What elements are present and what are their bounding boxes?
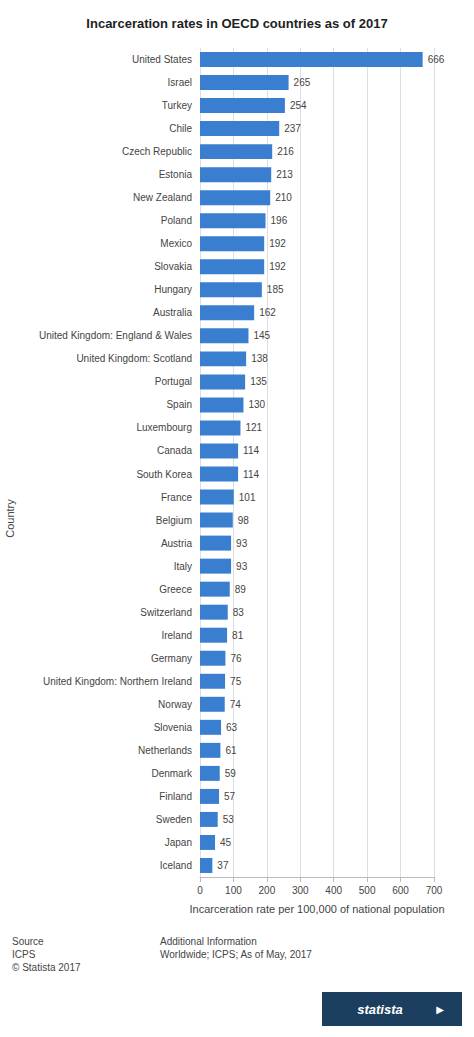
svg-text:76: 76: [230, 653, 242, 664]
svg-text:ICPS: ICPS: [12, 949, 36, 960]
svg-text:162: 162: [259, 307, 276, 318]
svg-text:237: 237: [284, 123, 301, 134]
svg-text:121: 121: [245, 422, 262, 433]
svg-text:Israel: Israel: [168, 77, 192, 88]
svg-text:400: 400: [325, 885, 342, 896]
svg-text:Estonia: Estonia: [159, 169, 193, 180]
svg-text:145: 145: [253, 330, 270, 341]
svg-text:114: 114: [243, 469, 259, 480]
svg-text:Ireland: Ireland: [161, 630, 192, 641]
svg-text:213: 213: [276, 169, 293, 180]
svg-text:statista: statista: [357, 1002, 403, 1017]
svg-text:37: 37: [217, 860, 229, 871]
svg-text:700: 700: [426, 885, 443, 896]
svg-text:53: 53: [223, 814, 235, 825]
svg-text:83: 83: [233, 607, 245, 618]
svg-text:57: 57: [224, 791, 236, 802]
svg-text:Germany: Germany: [151, 653, 192, 664]
svg-text:130: 130: [248, 399, 265, 410]
svg-text:Portugal: Portugal: [155, 376, 192, 387]
svg-text:Sweden: Sweden: [156, 814, 192, 825]
svg-text:Hungary: Hungary: [154, 284, 192, 295]
svg-text:114: 114: [243, 445, 259, 456]
svg-text:Finland: Finland: [159, 791, 192, 802]
svg-text:100: 100: [225, 885, 242, 896]
svg-text:Australia: Australia: [153, 307, 192, 318]
svg-text:210: 210: [275, 192, 292, 203]
svg-text:Belgium: Belgium: [156, 515, 192, 526]
svg-text:United Kingdom: Scotland: United Kingdom: Scotland: [76, 353, 192, 364]
svg-text:France: France: [161, 492, 193, 503]
svg-text:74: 74: [230, 699, 242, 710]
svg-text:192: 192: [269, 238, 286, 249]
svg-text:Slovenia: Slovenia: [154, 722, 193, 733]
svg-text:98: 98: [238, 515, 250, 526]
svg-text:Denmark: Denmark: [151, 768, 193, 779]
svg-text:300: 300: [292, 885, 309, 896]
svg-text:Czech Republic: Czech Republic: [122, 146, 192, 157]
svg-text:United Kingdom: Northern Irela: United Kingdom: Northern Ireland: [43, 676, 192, 687]
svg-text:59: 59: [225, 768, 237, 779]
svg-text:600: 600: [392, 885, 409, 896]
svg-text:Source: Source: [12, 936, 44, 947]
svg-text:61: 61: [225, 745, 237, 756]
svg-text:666: 666: [428, 54, 445, 65]
svg-text:Worldwide; ICPS; As of May, 20: Worldwide; ICPS; As of May, 2017: [160, 949, 312, 960]
svg-text:New Zealand: New Zealand: [133, 192, 192, 203]
svg-text:Austria: Austria: [161, 538, 193, 549]
svg-text:Iceland: Iceland: [160, 860, 192, 871]
svg-text:Italy: Italy: [174, 561, 192, 572]
svg-text:Norway: Norway: [158, 699, 192, 710]
svg-text:265: 265: [294, 77, 311, 88]
svg-text:75: 75: [230, 676, 242, 687]
svg-text:216: 216: [277, 146, 294, 157]
svg-text:45: 45: [220, 837, 232, 848]
svg-text:Country: Country: [4, 499, 16, 538]
svg-text:93: 93: [236, 561, 248, 572]
svg-text:Chile: Chile: [169, 123, 192, 134]
svg-text:Netherlands: Netherlands: [138, 745, 192, 756]
svg-text:254: 254: [290, 100, 307, 111]
svg-text:Canada: Canada: [157, 445, 192, 456]
svg-text:Additional Information: Additional Information: [160, 936, 257, 947]
svg-text:Greece: Greece: [159, 584, 192, 595]
svg-text:United Kingdom: England & Wale: United Kingdom: England & Wales: [39, 330, 192, 341]
svg-text:Luxembourg: Luxembourg: [136, 422, 192, 433]
svg-text:89: 89: [235, 584, 247, 595]
svg-text:0: 0: [197, 885, 203, 896]
svg-text:Japan: Japan: [165, 837, 192, 848]
svg-text:101: 101: [239, 492, 256, 503]
svg-text:81: 81: [232, 630, 244, 641]
svg-text:Incarceration rates in OECD co: Incarceration rates in OECD countries as…: [86, 16, 387, 31]
svg-text:135: 135: [250, 376, 267, 387]
svg-text:© Statista 2017: © Statista 2017: [12, 962, 81, 973]
svg-text:93: 93: [236, 538, 248, 549]
svg-text:South Korea: South Korea: [136, 469, 192, 480]
svg-text:500: 500: [359, 885, 376, 896]
svg-text:Turkey: Turkey: [162, 100, 192, 111]
svg-text:138: 138: [251, 353, 268, 364]
svg-text:United States: United States: [132, 54, 192, 65]
svg-text:▶: ▶: [436, 1004, 444, 1015]
svg-text:Slovakia: Slovakia: [154, 261, 192, 272]
svg-text:Incarceration rate per 100,000: Incarceration rate per 100,000 of nation…: [189, 903, 444, 915]
svg-text:Mexico: Mexico: [160, 238, 192, 249]
svg-text:185: 185: [267, 284, 284, 295]
svg-text:Switzerland: Switzerland: [140, 607, 192, 618]
svg-text:192: 192: [269, 261, 286, 272]
svg-text:200: 200: [259, 885, 276, 896]
svg-text:196: 196: [271, 215, 288, 226]
svg-text:Spain: Spain: [166, 399, 192, 410]
svg-text:63: 63: [226, 722, 238, 733]
svg-text:Poland: Poland: [161, 215, 192, 226]
